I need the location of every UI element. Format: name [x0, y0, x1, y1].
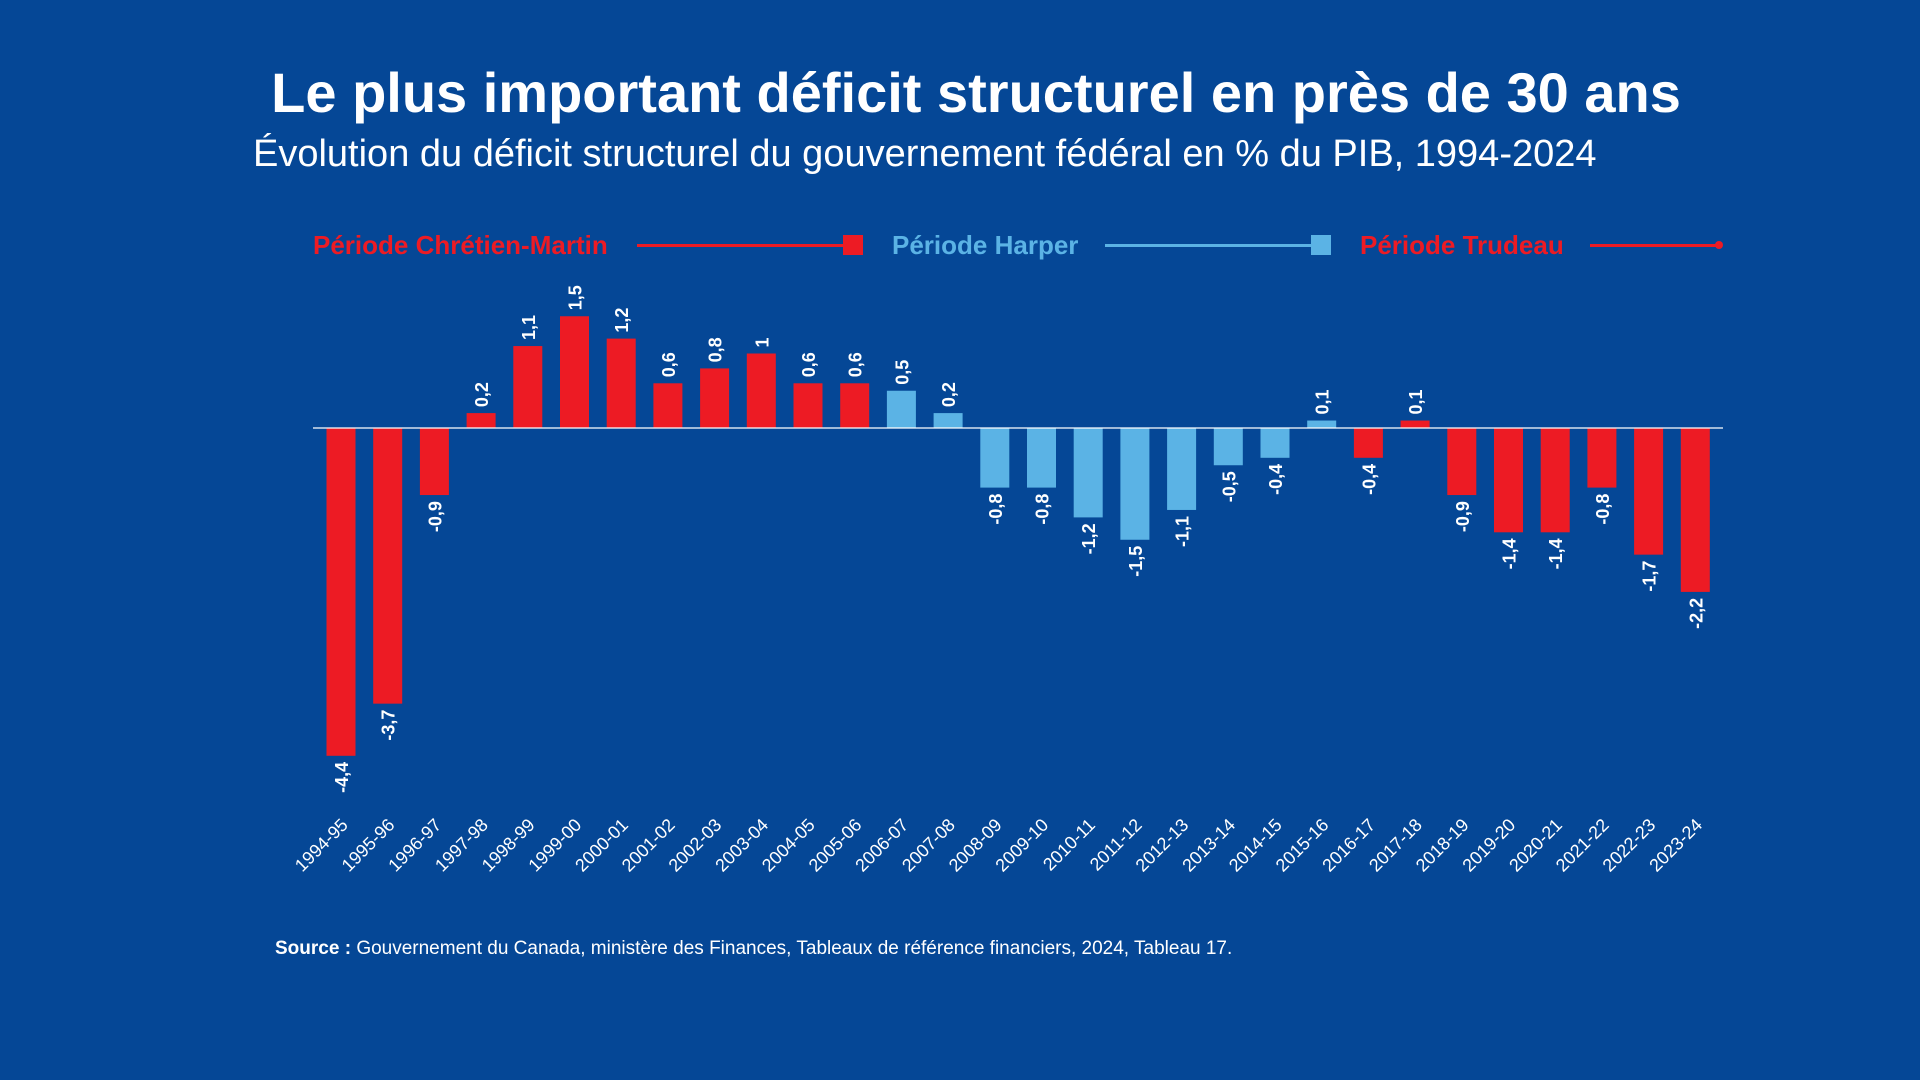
bar-2000-01 [606, 338, 636, 428]
value-label-2011-12: -1,5 [1126, 546, 1146, 577]
bar-2006-07 [886, 390, 916, 428]
bar-1999-00 [560, 316, 589, 428]
value-label-2023-24: -2,2 [1686, 598, 1706, 629]
value-label-2006-07: 0,5 [892, 360, 912, 385]
value-label-2018-19: -0,9 [1453, 501, 1473, 532]
legend-chretien-martin-marker [843, 235, 863, 255]
chart-title: Le plus important déficit structurel en … [271, 61, 1681, 124]
legend-harper-label: Période Harper [892, 230, 1079, 260]
bar-1994-95 [326, 428, 356, 756]
bar-1996-97 [419, 428, 449, 496]
value-label-2013-14: -0,5 [1219, 471, 1239, 502]
value-label-2004-05: 0,6 [799, 352, 819, 377]
bar-2017-18 [1400, 420, 1430, 428]
legend-chretien-martin-line [637, 244, 855, 247]
bar-2013-14 [1213, 428, 1243, 466]
bar-2020-21 [1540, 428, 1570, 533]
value-label-1996-97: -0,9 [425, 501, 445, 532]
value-label-2022-23: -1,7 [1640, 561, 1660, 592]
bar-2002-03 [700, 368, 730, 428]
bar-2016-17 [1353, 428, 1383, 458]
value-label-1998-99: 1,1 [519, 315, 539, 340]
bar-1998-99 [513, 346, 543, 428]
value-label-2000-01: 1,2 [612, 308, 632, 333]
chart-subtitle: Évolution du déficit structurel du gouve… [253, 133, 1597, 175]
value-label-2009-10: -0,8 [1033, 494, 1053, 525]
bar-2008-09 [980, 428, 1010, 488]
value-label-1995-96: -3,7 [379, 710, 399, 741]
value-label-2001-02: 0,6 [659, 352, 679, 377]
legend-harper-marker [1311, 235, 1331, 255]
value-label-2016-17: -0,4 [1359, 464, 1379, 495]
bar-2007-08 [933, 413, 963, 428]
value-label-2017-18: 0,1 [1406, 390, 1426, 415]
bar-2010-11 [1073, 428, 1103, 518]
legend-trudeau-label: Période Trudeau [1360, 230, 1564, 260]
legend-chretien-martin-label: Période Chrétien-Martin [313, 230, 608, 260]
value-labels-group: -4,4 -3,7 -0,9 0,2 1,1 1,5 1,2 0,6 0,8 1 0,6 0,6 0,5… [332, 285, 1706, 793]
bar-2009-10 [1027, 428, 1056, 488]
value-label-2003-04: 1 [752, 337, 772, 347]
value-label-1994-95: -4,4 [332, 762, 352, 793]
value-label-2019-20: -1,4 [1500, 538, 1520, 569]
source-text: Gouvernement du Canada, ministère des Fi… [356, 938, 1233, 959]
bar-1997-98 [466, 413, 496, 428]
bar-2005-06 [840, 383, 870, 428]
value-label-1997-98: 0,2 [472, 382, 492, 407]
value-label-2020-21: -1,4 [1546, 538, 1566, 569]
source-note: Source : Gouvernement du Canada, ministè… [275, 937, 1232, 961]
value-label-2005-06: 0,6 [846, 352, 866, 377]
category-labels-group: 1994-951995-961996-971997-981998-991999-… [291, 815, 1706, 876]
bar-2011-12 [1120, 428, 1150, 540]
bar-2018-19 [1447, 428, 1477, 496]
legend-harper-line [1105, 244, 1323, 247]
value-label-2002-03: 0,8 [706, 337, 726, 362]
value-label-2012-13: -1,1 [1173, 516, 1193, 547]
value-label-1999-00: 1,5 [566, 285, 586, 310]
legend-trudeau-marker [1715, 241, 1723, 249]
value-label-2021-22: -0,8 [1593, 494, 1613, 525]
bar-2003-04 [746, 353, 776, 428]
value-label-2014-15: -0,4 [1266, 464, 1286, 495]
bars-group [326, 316, 1710, 756]
value-label-2015-16: 0,1 [1313, 390, 1333, 415]
bar-2014-15 [1260, 428, 1290, 458]
bar-1995-96 [373, 428, 403, 704]
bar-2022-23 [1634, 428, 1664, 555]
value-label-2007-08: 0,2 [939, 382, 959, 407]
bar-2015-16 [1307, 420, 1337, 428]
value-label-2008-09: -0,8 [986, 494, 1006, 525]
legend-trudeau-line [1590, 244, 1720, 247]
value-label-2010-11: -1,2 [1079, 523, 1099, 554]
bar-2021-22 [1587, 428, 1617, 488]
bar-2023-24 [1680, 428, 1710, 592]
bar-2004-05 [793, 383, 823, 428]
bar-2012-13 [1167, 428, 1197, 510]
bar-2019-20 [1494, 428, 1523, 533]
bar-2001-02 [653, 383, 683, 428]
source-label: Source : [275, 938, 352, 959]
